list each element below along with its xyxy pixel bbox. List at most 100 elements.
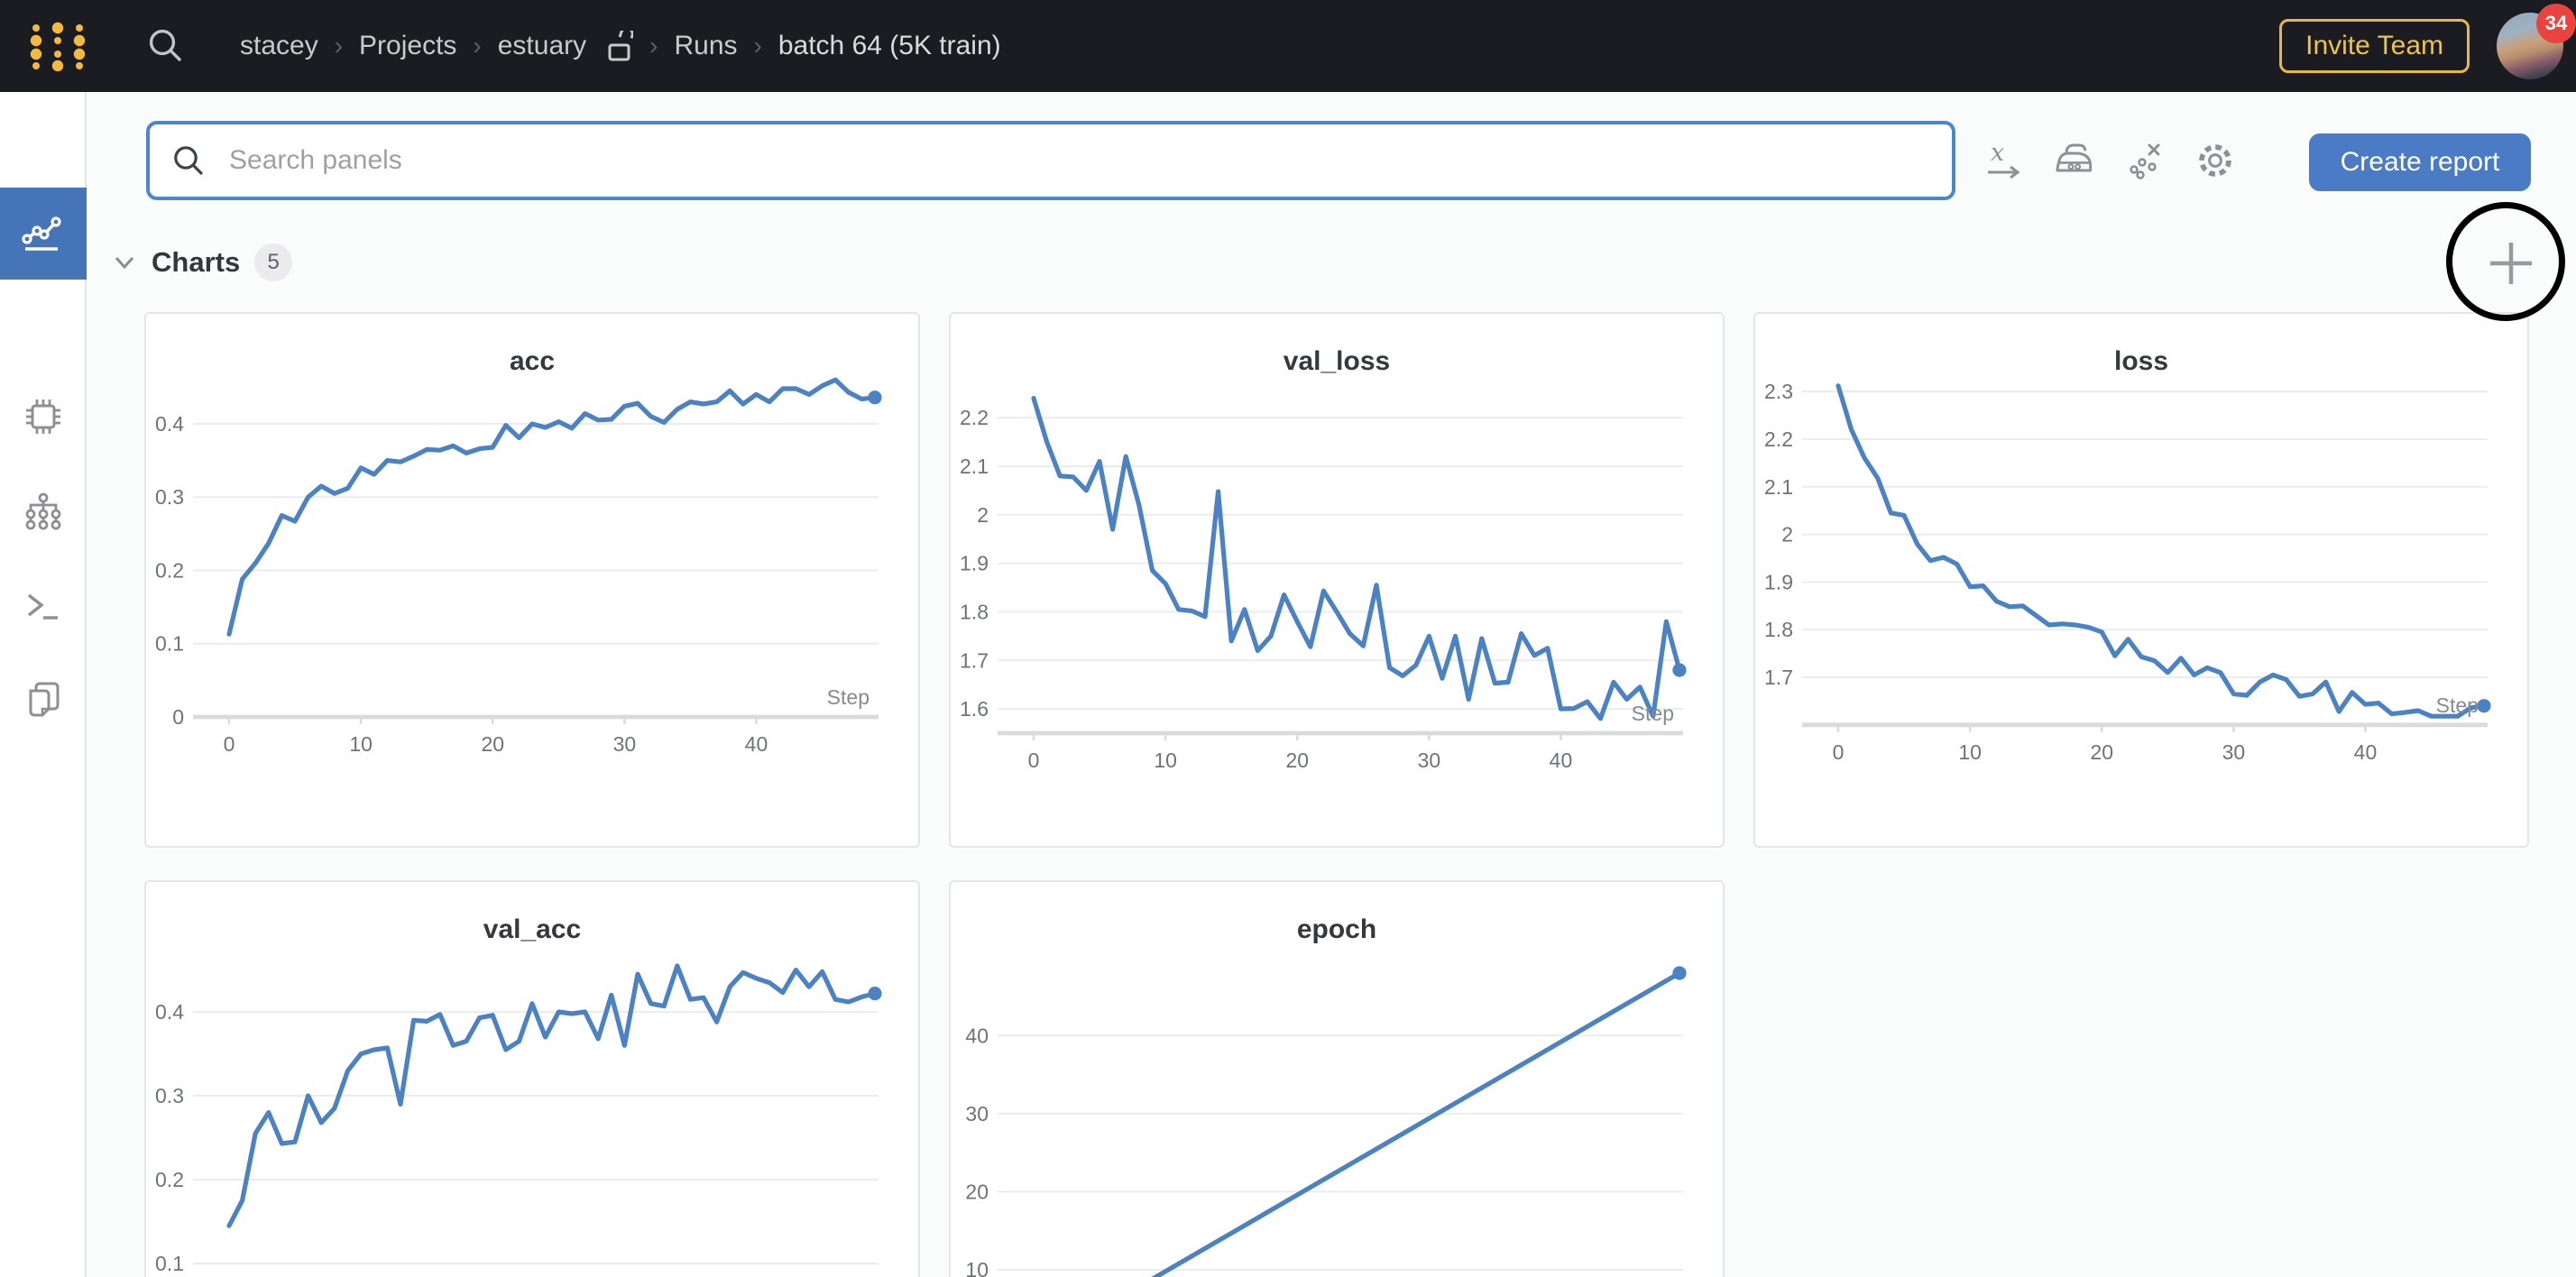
svg-text:1.9: 1.9 [1764, 570, 1793, 593]
breadcrumb-separator: › [753, 32, 762, 60]
panel-search [146, 121, 1955, 200]
smoothing-iron-icon[interactable] [2051, 137, 2098, 184]
chart-title: val_acc [483, 914, 582, 944]
svg-text:x: x [1991, 139, 2004, 167]
create-report-button[interactable]: Create report [2309, 133, 2531, 191]
charts-section-header: Charts 5 [112, 243, 293, 281]
svg-text:2.1: 2.1 [960, 455, 989, 478]
svg-text:0.2: 0.2 [155, 558, 184, 582]
svg-text:0: 0 [1028, 749, 1040, 772]
loss-plot: 1.7 1.8 1.9 2 2.1 2.2 2.3 0 10 20 30 40 Step [1764, 380, 2491, 764]
svg-text:1.8: 1.8 [1764, 618, 1793, 641]
svg-text:2.2: 2.2 [1764, 427, 1793, 451]
breadcrumb-user[interactable]: stacey [240, 31, 318, 60]
svg-text:10: 10 [1154, 749, 1177, 772]
breadcrumb-runs[interactable]: Runs [674, 31, 738, 60]
panel-epoch[interactable]: 10203040010203040Step epoch [949, 880, 1725, 1277]
svg-text:0.4: 0.4 [155, 412, 184, 436]
svg-text:20: 20 [2090, 740, 2113, 764]
graph-icon [25, 492, 61, 530]
svg-text:40: 40 [745, 732, 768, 756]
svg-text:1.8: 1.8 [960, 600, 989, 623]
run-page-sidebar: i [0, 92, 87, 1277]
wandb-logo-icon[interactable] [23, 21, 92, 71]
val-loss-plot: 1.6 1.7 1.8 1.9 2 2.1 2.2 0 10 20 30 40 Step [960, 395, 1687, 772]
svg-text:2: 2 [1781, 523, 1793, 547]
svg-text:40: 40 [1550, 749, 1573, 772]
workspace-main: x [87, 92, 2576, 1277]
invite-team-button[interactable]: Invite Team [2279, 19, 2470, 73]
svg-text:0.1: 0.1 [155, 1252, 184, 1275]
x-axis-icon[interactable]: x [1981, 137, 2028, 184]
line-chart-icon [22, 216, 61, 251]
svg-text:30: 30 [2222, 740, 2246, 764]
svg-text:2: 2 [977, 503, 989, 527]
svg-text:0.1: 0.1 [155, 632, 184, 656]
panel-val-loss[interactable]: 1.6 1.7 1.8 1.9 2 2.1 2.2 0 10 20 30 40 Step val_los… [949, 312, 1725, 848]
global-search-icon[interactable] [146, 26, 186, 66]
breadcrumb-projects[interactable]: Projects [359, 31, 457, 60]
chart-title: acc [509, 346, 556, 376]
search-icon [174, 146, 203, 175]
svg-text:0.3: 0.3 [155, 485, 184, 509]
svg-text:2.3: 2.3 [1764, 380, 1793, 403]
acc-plot: 0 0.1 0.2 0.3 0.4 0 10 20 30 40 Step [155, 377, 882, 756]
svg-text:0.3: 0.3 [155, 1084, 184, 1107]
terminal-icon [27, 593, 58, 620]
svg-text:10: 10 [965, 1258, 989, 1277]
charts-section-title: Charts [152, 246, 241, 278]
svg-text:0: 0 [172, 705, 184, 729]
files-icon [29, 682, 60, 717]
panel-toolbar: x [1981, 121, 2239, 200]
breadcrumb-separator: › [649, 32, 658, 60]
svg-text:30: 30 [965, 1102, 989, 1125]
svg-text:10: 10 [1958, 740, 1982, 764]
chart-title: loss [2113, 346, 2169, 376]
svg-text:40: 40 [965, 1024, 989, 1047]
svg-text:1.7: 1.7 [1764, 666, 1793, 689]
svg-text:1.9: 1.9 [960, 552, 989, 575]
breadcrumb-project[interactable]: estuary [497, 31, 587, 60]
svg-text:0.4: 0.4 [155, 1000, 184, 1024]
svg-text:20: 20 [965, 1180, 989, 1203]
svg-text:2.1: 2.1 [1764, 475, 1793, 499]
sidebar-item-charts[interactable] [0, 188, 87, 280]
svg-text:30: 30 [613, 732, 637, 756]
sidebar-item-logs[interactable] [0, 581, 87, 631]
svg-text:40: 40 [2354, 740, 2378, 764]
svg-text:0: 0 [1833, 740, 1845, 764]
svg-text:1.6: 1.6 [960, 697, 989, 721]
chart-title: val_loss [1283, 346, 1391, 376]
svg-text:20: 20 [1285, 749, 1309, 772]
svg-text:Step: Step [1632, 702, 1674, 725]
breadcrumb-run-name[interactable]: batch 64 (5K train) [777, 31, 1001, 60]
svg-text:20: 20 [481, 732, 504, 756]
add-panel-button[interactable] [2488, 240, 2535, 287]
search-panels-input[interactable] [225, 143, 1930, 178]
breadcrumb-separator: › [334, 32, 344, 60]
chip-icon [26, 400, 60, 434]
svg-text:10: 10 [349, 732, 373, 756]
svg-text:30: 30 [1418, 749, 1441, 772]
notification-badge[interactable]: 34 [2536, 4, 2576, 43]
chevron-down-icon[interactable] [112, 250, 137, 275]
chart-title: epoch [1296, 914, 1377, 944]
sidebar-item-system[interactable] [0, 391, 87, 442]
sidebar-item-files[interactable] [0, 675, 87, 725]
breadcrumb: stacey › Projects › estuary › Runs › bat… [240, 31, 1001, 61]
svg-text:Step: Step [827, 685, 869, 709]
user-avatar[interactable]: 34 [2497, 4, 2576, 79]
outliers-icon[interactable] [2121, 137, 2168, 184]
sidebar-item-model[interactable] [0, 487, 87, 537]
panel-acc[interactable]: 0 0.1 0.2 0.3 0.4 0 10 20 30 40 Step acc [144, 312, 920, 848]
top-navbar: stacey › Projects › estuary › Runs › bat… [0, 0, 2576, 92]
panel-loss[interactable]: 1.7 1.8 1.9 2 2.1 2.2 2.3 0 10 20 30 40 Step loss [1753, 312, 2529, 848]
settings-gear-icon[interactable] [2192, 137, 2239, 184]
unlock-icon [608, 31, 634, 61]
svg-text:0: 0 [224, 732, 235, 756]
svg-text:Step: Step [2436, 694, 2479, 717]
svg-text:1.7: 1.7 [960, 648, 989, 672]
